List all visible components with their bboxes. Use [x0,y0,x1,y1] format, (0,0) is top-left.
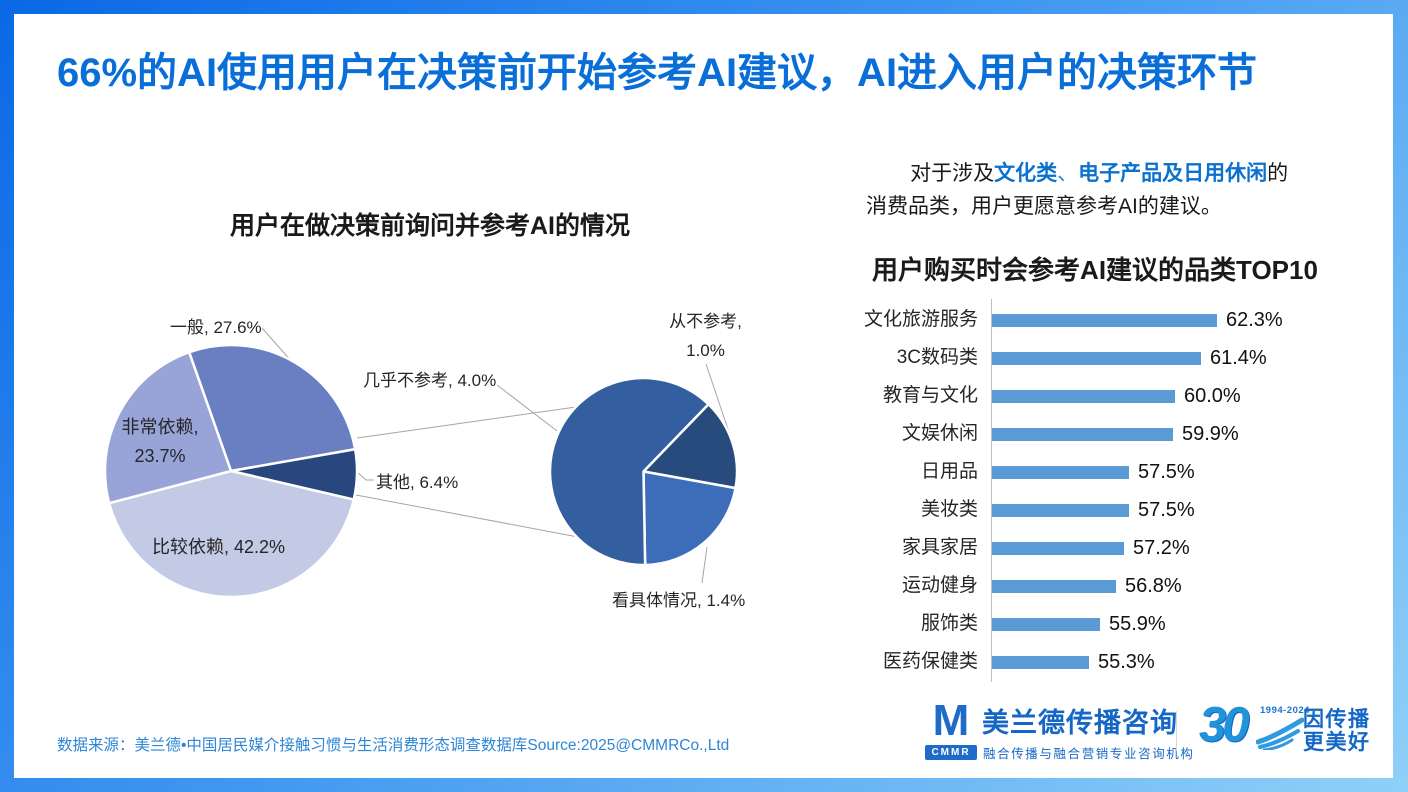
bar [992,504,1129,517]
company-name: 美兰德传播咨询 [982,708,1178,738]
bar-category-label: 3C数码类 [896,347,978,368]
bar-value-label: 62.3% [1226,309,1283,331]
connector-line [356,406,577,439]
pie-label-kan: 看具体情况, 1.4% [612,591,746,610]
pie-label-jihu: 几乎不参考, 4.0% [363,371,497,390]
bar-value-label: 55.9% [1109,613,1166,635]
connector-line [261,327,294,364]
bar-category-label: 日用品 [920,461,978,482]
pie-label-bijiao: 比较依赖, 42.2% [152,537,286,557]
bar-category-label: 运动健身 [901,575,978,596]
anniversary-years: 1994-2024 [1260,705,1310,716]
bar-value-label: 56.8% [1125,575,1182,597]
footer-divider [1176,711,1177,751]
pie-label-congbu: 从不参考, 1.0% [669,312,742,360]
bar-row: 家具家居 57.2% [848,529,1348,567]
bar [992,428,1173,441]
bar [992,466,1129,479]
pie-label-feichang: 非常依赖, 23.7% [121,417,199,466]
wing-icon [1256,717,1304,750]
bar-value-label: 55.3% [1098,651,1155,673]
bar-value-label: 59.9% [1182,423,1239,445]
bar-value-label: 57.2% [1133,537,1190,559]
pie-slice-看具体情况 [642,470,737,567]
bar-value-label: 60.0% [1184,385,1241,407]
pie-slice-一般 [187,343,357,473]
bar-row: 文娱休闲 59.9% [848,415,1348,453]
slogan-line-2: 更美好 [1303,730,1371,754]
bar [992,314,1217,327]
intro-paragraph: 对于涉及文化类、电子产品及日用休闲的消费品类，用户更愿意参考AI的建议。 [866,157,1302,223]
bar-category-label: 家具家居 [901,537,978,558]
connector-line [355,494,579,538]
bar [992,580,1116,593]
connector-line [356,471,374,481]
bar-row: 3C数码类 61.4% [848,339,1348,377]
bar [992,618,1100,631]
bar-row: 文化旅游服务 62.3% [848,301,1348,339]
data-source-note: 数据来源：美兰德•中国居民媒介接触习惯与生活消费形态调查数据库Source:20… [57,737,730,754]
bar-value-label: 57.5% [1138,499,1195,521]
bar-category-label: 美妆类 [920,499,978,520]
bar-category-label: 文化旅游服务 [863,309,978,330]
intro-segment: 对于涉及 [910,162,995,185]
bar [992,352,1201,365]
bar-chart-axis-line [991,299,992,682]
pie-label-yiban: 一般, 27.6% [170,318,262,337]
connector-line [496,384,558,432]
bar-row: 服饰类 55.9% [848,605,1348,643]
pie-chart-title: 用户在做决策前询问并参考AI的情况 [229,212,630,240]
bar-row: 教育与文化 60.0% [848,377,1348,415]
company-tagline: 融合传播与融合营销专业咨询机构 [983,747,1195,761]
slogan: 因传播 更美好 [1303,708,1371,754]
bar [992,542,1124,555]
bar-category-label: 教育与文化 [882,385,978,406]
bar [992,390,1175,403]
bar-row: 医药保健类 55.3% [848,643,1348,681]
pie-slice-几乎不参考 [548,376,710,567]
bar-row: 美妆类 57.5% [848,491,1348,529]
cmmr-m-logo-icon: M [932,696,970,745]
bar [992,656,1089,669]
cmmr-badge: CMMR [925,745,977,760]
intro-segment: 的消费品类，用户更愿意参考AI的建议。 [866,162,1289,218]
bar-category-label: 医药保健类 [882,651,978,672]
connector-line [701,546,708,584]
bar-chart-title: 用户购买时会参考AI建议的品类TOP10 [872,255,1318,285]
intro-segment: 电子产品及日用休闲 [1078,162,1268,185]
bar-value-label: 61.4% [1210,347,1267,369]
bar-value-label: 57.5% [1138,461,1195,483]
pie-slice-从不参考 [642,402,739,490]
pie-slice-其他 [229,447,359,501]
bar-category-label: 服饰类 [920,613,978,634]
bar-row: 日用品 57.5% [848,453,1348,491]
bar-chart: 文化旅游服务 62.3% 3C数码类 61.4% 教育与文化 60.0% 文娱休闲 59.9%… [848,301,1348,683]
slogan-line-1: 因传播 [1303,708,1371,731]
bar-row: 运动健身 56.8% [848,567,1348,605]
anniversary-30-logo: 30 [1199,698,1249,752]
pie-label-qita: 其他, 6.4% [376,473,459,492]
intro-segment: 、 [1057,162,1079,185]
bar-category-label: 文娱休闲 [901,423,978,444]
connector-line [705,363,733,442]
intro-segment: 文化类 [994,162,1058,185]
page-title: 66%的AI使用用户在决策前开始参考AI建议，AI进入用户的决策环节 [57,51,1258,95]
